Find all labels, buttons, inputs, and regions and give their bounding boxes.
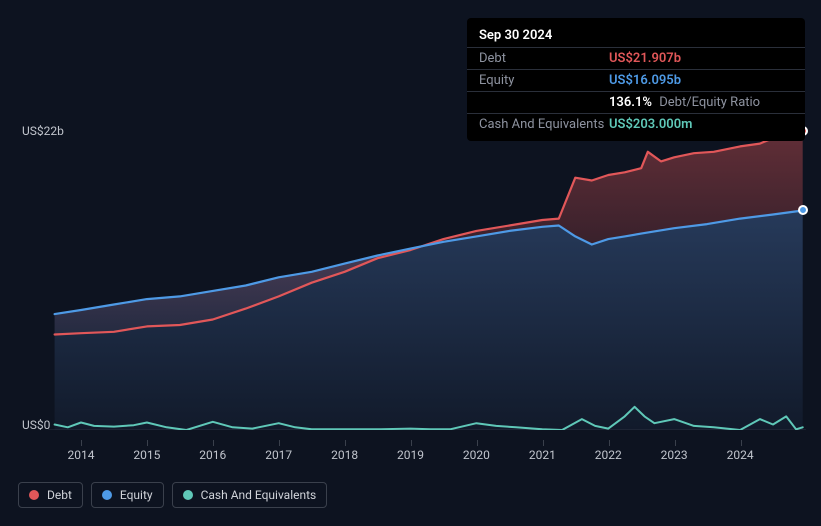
chart-legend: Debt Equity Cash And Equivalents (18, 482, 327, 508)
tooltip-row-label (479, 95, 609, 110)
tooltip-date: Sep 30 2024 (467, 24, 805, 47)
tooltip-row-label: Cash And Equivalents (479, 117, 609, 132)
legend-item-equity[interactable]: Equity (91, 482, 164, 508)
x-tick: 2022 (608, 440, 610, 446)
tooltip-row-label: Debt (479, 51, 609, 66)
legend-label-equity: Equity (120, 488, 153, 502)
x-tick-label: 2019 (397, 448, 424, 462)
tooltip-row-value: US$16.095b (609, 73, 681, 88)
x-tick-label: 2021 (529, 448, 556, 462)
legend-swatch-cash (183, 490, 193, 500)
chart-tooltip: Sep 30 2024 DebtUS$21.907bEquityUS$16.09… (467, 18, 805, 141)
x-tick-label: 2022 (595, 448, 622, 462)
x-tick-label: 2017 (265, 448, 292, 462)
legend-swatch-debt (29, 490, 39, 500)
x-tick: 2014 (81, 440, 83, 446)
tooltip-row-value: US$21.907b (609, 51, 681, 66)
x-axis: 2014 2015 2016 2017 2018 2019 2020 2021 2022 2023… (48, 440, 806, 470)
end-marker-equity (798, 205, 808, 215)
x-tick-label: 2024 (727, 448, 754, 462)
x-tick-label: 2020 (463, 448, 490, 462)
x-tick: 2023 (674, 440, 676, 446)
tooltip-row-label: Equity (479, 73, 609, 88)
x-tick-label: 2023 (661, 448, 688, 462)
tooltip-row-value: US$203.000m (609, 117, 692, 132)
x-tick: 2024 (740, 440, 742, 446)
x-tick: 2019 (411, 440, 413, 446)
tooltip-row: Cash And EquivalentsUS$203.000m (467, 113, 805, 135)
x-tick: 2017 (279, 440, 281, 446)
tooltip-row: EquityUS$16.095b (467, 69, 805, 91)
legend-label-debt: Debt (47, 488, 72, 502)
x-tick-label: 2018 (331, 448, 358, 462)
debt-equity-chart: US$22b US$0 2014201520162017201820192020… (0, 0, 821, 526)
x-tick: 2020 (476, 440, 478, 446)
legend-item-cash[interactable]: Cash And Equivalents (172, 482, 328, 508)
x-tick-label: 2015 (133, 448, 160, 462)
legend-label-cash: Cash And Equivalents (201, 488, 317, 502)
x-tick-label: 2014 (67, 448, 94, 462)
tooltip-row: 136.1% Debt/Equity Ratio (467, 91, 805, 113)
x-tick: 2015 (147, 440, 149, 446)
x-tick: 2021 (542, 440, 544, 446)
x-tick-label: 2016 (199, 448, 226, 462)
legend-item-debt[interactable]: Debt (18, 482, 83, 508)
tooltip-row: DebtUS$21.907b (467, 47, 805, 69)
x-tick: 2016 (213, 440, 215, 446)
tooltip-row-suffix: Debt/Equity Ratio (656, 95, 760, 110)
y-axis-label-min: US$0 (22, 418, 50, 432)
chart-plot-area[interactable] (48, 130, 806, 430)
legend-swatch-equity (102, 490, 112, 500)
x-tick: 2018 (345, 440, 347, 446)
tooltip-row-value: 136.1% Debt/Equity Ratio (609, 95, 760, 110)
